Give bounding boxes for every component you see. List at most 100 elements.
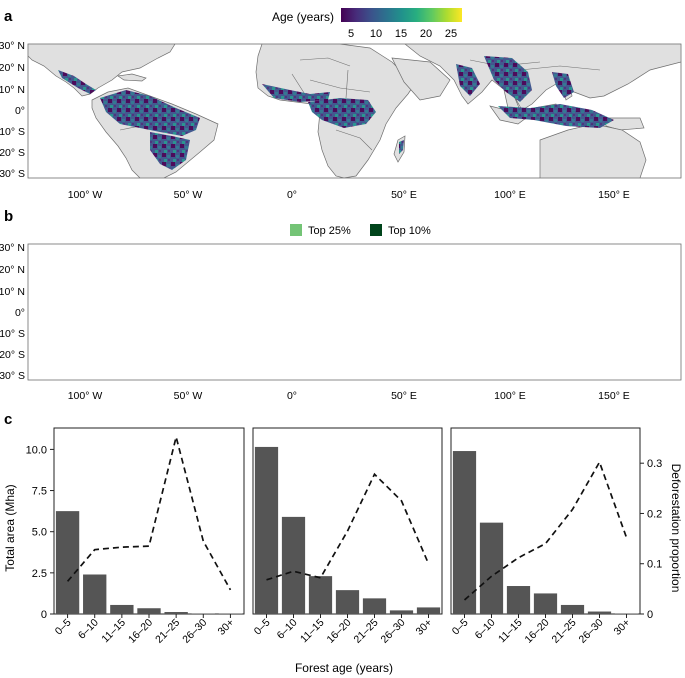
- bar: [254, 446, 279, 614]
- lat-tick: 0°: [15, 307, 25, 319]
- y-tick-label: 10.0: [26, 444, 47, 456]
- bar: [335, 590, 360, 614]
- lon-tick: 50° E: [391, 189, 417, 201]
- bar: [55, 511, 80, 614]
- lon-tick: 150° E: [598, 189, 630, 201]
- forest-madagascar: [399, 140, 404, 154]
- facet-frame: [53, 427, 245, 615]
- bar: [560, 604, 585, 614]
- legend-label-top10: Top 10%: [388, 225, 431, 237]
- x-tick-label: 16–20: [522, 617, 551, 646]
- forest-brazil-atlantic: [150, 132, 190, 170]
- lon-tick: 50° E: [391, 390, 417, 402]
- forest-congo: [308, 98, 376, 128]
- panel-c-label: c: [4, 411, 12, 428]
- bar: [416, 607, 441, 614]
- bar: [362, 598, 387, 614]
- legend-swatch-top10: [370, 224, 382, 236]
- x-tick-label: 30+: [414, 617, 435, 638]
- x-tick-label: 11–15: [496, 617, 525, 646]
- x-tick-label: 30+: [215, 617, 236, 638]
- colorbar-tick: 15: [395, 28, 407, 40]
- y2-tick-label: 0.2: [647, 508, 662, 520]
- deforestation-line: [463, 460, 628, 601]
- lon-tick: 50° W: [174, 390, 203, 402]
- lon-tick: 50° W: [174, 189, 203, 201]
- lon-tick: 0°: [287, 390, 297, 402]
- x-tick-label: 16–20: [324, 617, 353, 646]
- panel-a-label: a: [4, 8, 13, 25]
- map-b-lon-ticks: 100° W 50° W 0° 50° E 100° E 150° E: [68, 390, 630, 402]
- legend-swatch-top25: [290, 224, 302, 236]
- y-tick-label: 5.0: [32, 527, 47, 539]
- deforestation-line: [66, 436, 232, 591]
- lat-tick: 10° N: [0, 286, 25, 298]
- lat-tick: 30° S: [0, 370, 25, 382]
- x-tick-label: 11–15: [298, 617, 327, 646]
- lat-tick: 20° N: [0, 264, 25, 276]
- bar: [83, 574, 107, 614]
- lat-tick: 30° N: [0, 40, 25, 52]
- bar: [506, 586, 531, 614]
- x-tick-label: 6–10: [275, 617, 300, 642]
- lat-tick: 30° N: [0, 242, 25, 254]
- bar: [164, 612, 188, 614]
- facet-frame: [252, 427, 443, 615]
- lat-tick: 10° S: [0, 126, 25, 138]
- bar: [389, 610, 414, 614]
- x-tick-label: 26–30: [180, 617, 209, 646]
- lat-tick: 30° S: [0, 168, 25, 180]
- y-tick-label: 7.5: [32, 486, 47, 498]
- top-legend: Top 25% Top 10%: [290, 224, 431, 237]
- map-a: 30° N 20° N 10° N 0° 10° S 20° S 30° S 1…: [0, 40, 682, 201]
- age-legend-title: Age (years): [272, 10, 334, 24]
- colorbar-tick: 5: [348, 28, 354, 40]
- x-tick-label: 30+: [612, 617, 633, 638]
- lon-tick: 100° E: [494, 189, 526, 201]
- lat-tick: 10° N: [0, 84, 25, 96]
- x-tick-label: 26–30: [576, 617, 605, 646]
- arabia: [391, 57, 451, 101]
- bar: [308, 576, 333, 614]
- colorbar-tick: 20: [420, 28, 432, 40]
- forest-indonesia: [498, 104, 614, 128]
- colorbar-tick: 10: [370, 28, 382, 40]
- lat-tick: 20° N: [0, 62, 25, 74]
- forest-south-asia: [456, 64, 480, 96]
- forest-americas: [100, 90, 200, 136]
- colorbar-ticks: 5 10 15 20 25: [348, 28, 457, 40]
- bar: [281, 516, 306, 614]
- y2-tick-label: 0.1: [647, 559, 662, 571]
- y2-tick-label: 0: [647, 609, 653, 621]
- x-tick-label: 0–5: [450, 617, 471, 638]
- bar: [479, 522, 504, 614]
- lon-tick: 100° W: [68, 189, 103, 201]
- bar: [452, 451, 477, 614]
- age-colorbar: [341, 8, 462, 22]
- colorbar-tick: 25: [445, 28, 457, 40]
- x-tick-label: 16–20: [126, 617, 155, 646]
- bar: [533, 593, 558, 614]
- map-a-lat-ticks: 30° N 20° N 10° N 0° 10° S 20° S 30° S: [0, 40, 25, 180]
- forest-west-africa: [262, 84, 330, 102]
- bar: [110, 604, 134, 614]
- map-b-lat-ticks: 30° N 20° N 10° N 0° 10° S 20° S 30° S: [0, 242, 25, 382]
- lon-tick: 150° E: [598, 390, 630, 402]
- lat-tick: 0°: [15, 105, 25, 117]
- legend-label-top25: Top 25%: [308, 225, 351, 237]
- bar: [587, 611, 612, 614]
- x-axis-label: Forest age (years): [295, 661, 393, 675]
- australia: [539, 123, 647, 178]
- lat-tick: 10° S: [0, 328, 25, 340]
- x-tick-label: 21–25: [351, 617, 380, 646]
- x-tick-label: 6–10: [473, 617, 498, 642]
- map-a-lon-ticks: 100° W 50° W 0° 50° E 100° E 150° E: [68, 189, 630, 201]
- lon-tick: 0°: [287, 189, 297, 201]
- x-tick-label: 21–25: [153, 617, 182, 646]
- caribbean: [117, 73, 147, 82]
